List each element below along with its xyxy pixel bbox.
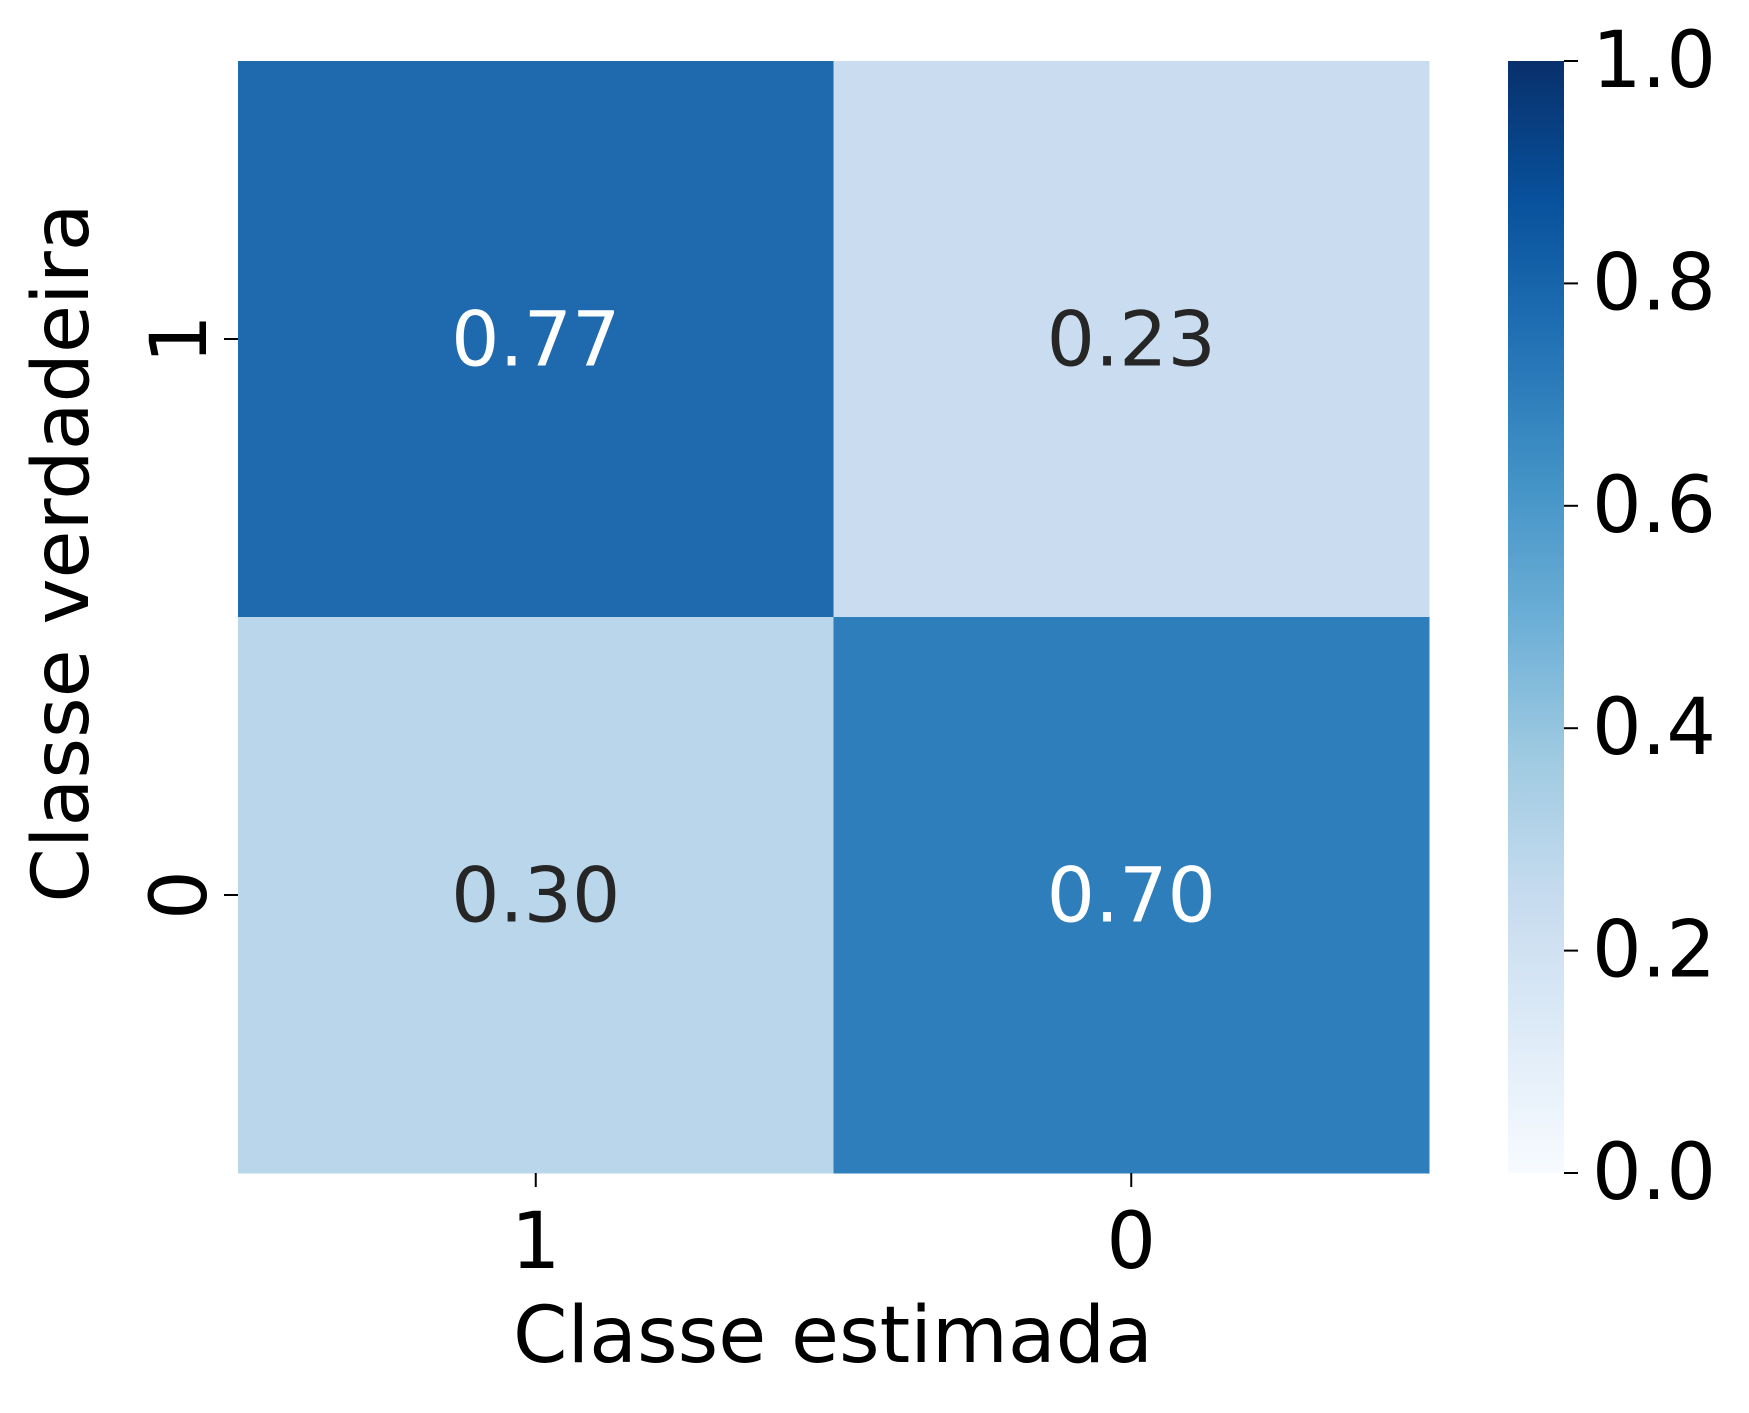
colorbar-gradient <box>1508 61 1564 1173</box>
y-axis: 10 <box>135 314 238 920</box>
heatmap-cell-1-0 <box>238 617 834 1174</box>
colorbar-tick-label: 0.8 <box>1592 238 1716 328</box>
heatmap-cell-1-1 <box>833 617 1430 1174</box>
heatmap-cell-0-0 <box>238 61 834 618</box>
y-tick-label: 0 <box>135 870 225 920</box>
colorbar-tick-label: 0.4 <box>1592 683 1716 773</box>
colorbar-tick-label: 1.0 <box>1592 16 1716 106</box>
x-axis-label: Classe estimada <box>513 1291 1153 1381</box>
colorbar: 0.0 0.2 0.4 0.6 0.8 1.0 <box>1508 16 1716 1218</box>
colorbar-tick-label: 0.0 <box>1592 1128 1716 1218</box>
y-axis-label: Classe verdadeira <box>17 203 107 902</box>
cell-value-label-1-0: 0.30 <box>451 851 620 940</box>
heatmap-cells <box>238 61 1430 1174</box>
cell-value-label-0-1: 0.23 <box>1047 295 1216 384</box>
cell-annotations: 0.77 0.23 0.30 0.70 <box>451 295 1216 940</box>
y-tick-label: 1 <box>135 314 225 364</box>
cell-value-label-0-0: 0.77 <box>451 295 620 384</box>
colorbar-ticks: 0.0 0.2 0.4 0.6 0.8 1.0 <box>1564 16 1716 1218</box>
colorbar-tick-label: 0.2 <box>1592 906 1716 996</box>
x-tick-label: 1 <box>511 1197 561 1287</box>
colorbar-tick-label: 0.6 <box>1592 461 1716 551</box>
x-tick-label: 0 <box>1106 1197 1156 1287</box>
cell-value-label-1-1: 0.70 <box>1047 851 1216 940</box>
heatmap-cell-0-1 <box>833 61 1430 618</box>
